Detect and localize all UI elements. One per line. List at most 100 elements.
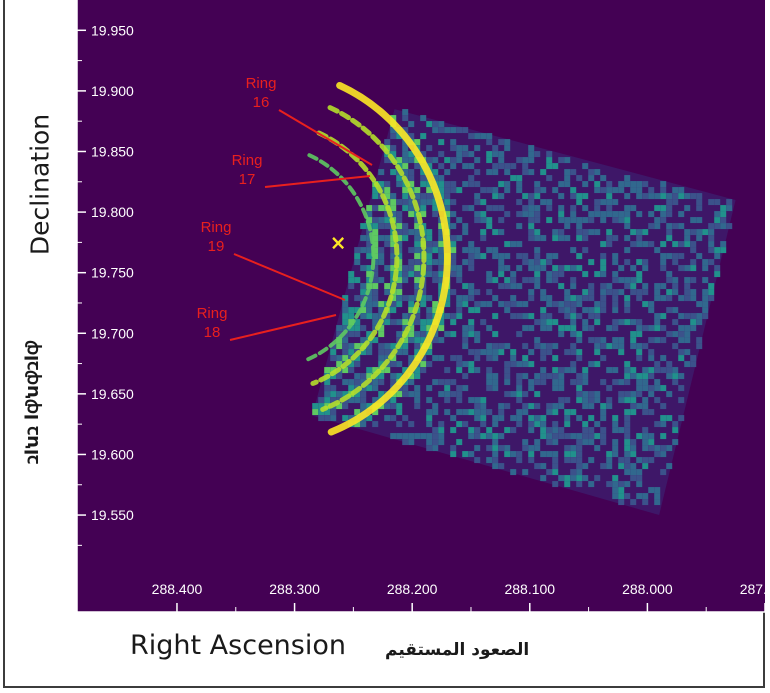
heat-pixel xyxy=(594,391,601,398)
heat-pixel xyxy=(372,367,379,374)
heat-pixel xyxy=(666,391,673,398)
heat-pixel xyxy=(678,253,685,260)
heat-pixel xyxy=(708,199,715,206)
heat-pixel xyxy=(726,199,733,206)
heat-pixel xyxy=(618,211,625,218)
y-tick-label: 19.800 xyxy=(91,204,134,220)
heat-pixel xyxy=(570,169,577,176)
heat-pixel xyxy=(570,409,577,416)
heat-pixel xyxy=(456,271,463,278)
heat-pixel xyxy=(420,361,427,368)
heat-pixel xyxy=(450,241,457,248)
heat-pixel xyxy=(522,409,529,416)
heat-pixel xyxy=(390,253,397,260)
heat-pixel xyxy=(510,175,517,182)
heat-pixel xyxy=(444,367,451,374)
heat-pixel xyxy=(474,145,481,152)
heat-pixel xyxy=(582,217,589,224)
heat-pixel xyxy=(486,349,493,356)
heat-pixel xyxy=(654,361,661,368)
heat-pixel xyxy=(402,187,409,194)
heat-pixel xyxy=(660,415,667,422)
heat-pixel xyxy=(696,199,703,206)
heat-pixel xyxy=(378,331,385,338)
heat-pixel xyxy=(564,223,571,230)
heat-pixel xyxy=(474,403,481,410)
heat-pixel xyxy=(528,199,535,206)
heat-pixel xyxy=(366,349,373,356)
heat-pixel xyxy=(474,211,481,218)
heat-pixel xyxy=(648,409,655,416)
heat-pixel xyxy=(660,433,667,440)
heat-pixel xyxy=(396,403,403,410)
heat-pixel xyxy=(702,289,709,296)
y-tick-label: 19.900 xyxy=(91,83,134,99)
heat-pixel xyxy=(702,259,709,266)
heat-pixel xyxy=(390,301,397,308)
heat-pixel xyxy=(600,211,607,218)
heat-pixel xyxy=(570,295,577,302)
heat-pixel xyxy=(354,397,361,404)
heat-pixel xyxy=(408,331,415,338)
heat-pixel xyxy=(330,397,337,404)
heat-pixel xyxy=(414,253,421,260)
heat-pixel xyxy=(402,151,409,158)
heat-pixel xyxy=(450,331,457,338)
heat-pixel xyxy=(612,343,619,350)
heat-pixel xyxy=(444,385,451,392)
heat-pixel xyxy=(684,235,691,242)
heat-pixel xyxy=(582,181,589,188)
heat-pixel xyxy=(672,289,679,296)
heat-pixel xyxy=(462,283,469,290)
heat-pixel xyxy=(660,205,667,212)
heat-pixel xyxy=(450,247,457,254)
heat-pixel xyxy=(504,361,511,368)
heat-pixel xyxy=(324,367,331,374)
heat-pixel xyxy=(492,313,499,320)
heat-pixel xyxy=(456,421,463,428)
heat-pixel xyxy=(540,199,547,206)
heat-pixel xyxy=(390,133,397,140)
heat-pixel xyxy=(678,325,685,332)
heat-pixel xyxy=(600,415,607,422)
heat-pixel xyxy=(432,247,439,254)
heat-pixel xyxy=(366,307,373,314)
heat-pixel xyxy=(432,121,439,128)
heat-pixel xyxy=(594,211,601,218)
heat-pixel xyxy=(402,295,409,302)
heat-pixel xyxy=(534,337,541,344)
heat-pixel xyxy=(492,247,499,254)
heat-pixel xyxy=(480,301,487,308)
heat-pixel xyxy=(606,397,613,404)
heat-pixel xyxy=(588,391,595,398)
heat-pixel xyxy=(552,427,559,434)
heat-pixel xyxy=(702,301,709,308)
heat-pixel xyxy=(438,325,445,332)
heat-pixel xyxy=(324,385,331,392)
heat-pixel xyxy=(528,379,535,386)
heat-pixel xyxy=(624,277,631,284)
heat-pixel xyxy=(468,181,475,188)
source-marker-group: × xyxy=(330,230,347,254)
heat-pixel xyxy=(426,409,433,416)
heat-pixel xyxy=(516,421,523,428)
heat-pixel xyxy=(648,187,655,194)
ring-label: Ring xyxy=(232,152,263,169)
ring-label: Ring xyxy=(201,219,232,236)
heat-pixel xyxy=(408,391,415,398)
heat-pixel xyxy=(582,307,589,314)
heat-pixel xyxy=(636,241,643,248)
heat-pixel xyxy=(390,403,397,410)
heat-pixel xyxy=(354,247,361,254)
heat-pixel xyxy=(654,379,661,386)
heat-pixel xyxy=(462,127,469,134)
heat-pixel xyxy=(426,319,433,326)
heat-pixel xyxy=(348,361,355,368)
heat-pixel xyxy=(642,229,649,236)
heat-pixel xyxy=(564,415,571,422)
heat-pixel xyxy=(636,391,643,398)
heat-pixel xyxy=(672,187,679,194)
heat-pixel xyxy=(348,313,355,320)
heat-pixel xyxy=(378,181,385,188)
heat-pixel xyxy=(384,241,391,248)
